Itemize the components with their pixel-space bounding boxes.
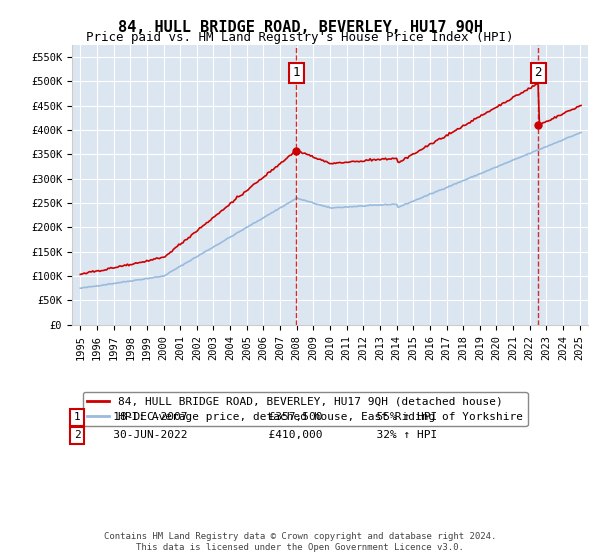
Text: 2: 2: [74, 431, 80, 440]
Text: Contains HM Land Registry data © Crown copyright and database right 2024.
This d: Contains HM Land Registry data © Crown c…: [104, 532, 496, 552]
Text: 18-DEC-2007            £357,500        55% ↑ HPI: 18-DEC-2007 £357,500 55% ↑ HPI: [92, 412, 437, 422]
Text: Price paid vs. HM Land Registry's House Price Index (HPI): Price paid vs. HM Land Registry's House …: [86, 31, 514, 44]
Legend: 84, HULL BRIDGE ROAD, BEVERLEY, HU17 9QH (detached house), HPI: Average price, d: 84, HULL BRIDGE ROAD, BEVERLEY, HU17 9QH…: [83, 392, 528, 426]
Text: 2: 2: [535, 66, 542, 80]
Text: 30-JUN-2022            £410,000        32% ↑ HPI: 30-JUN-2022 £410,000 32% ↑ HPI: [92, 431, 437, 440]
Text: 84, HULL BRIDGE ROAD, BEVERLEY, HU17 9QH: 84, HULL BRIDGE ROAD, BEVERLEY, HU17 9QH: [118, 20, 482, 35]
Text: 1: 1: [292, 66, 300, 80]
Text: 1: 1: [74, 412, 80, 422]
